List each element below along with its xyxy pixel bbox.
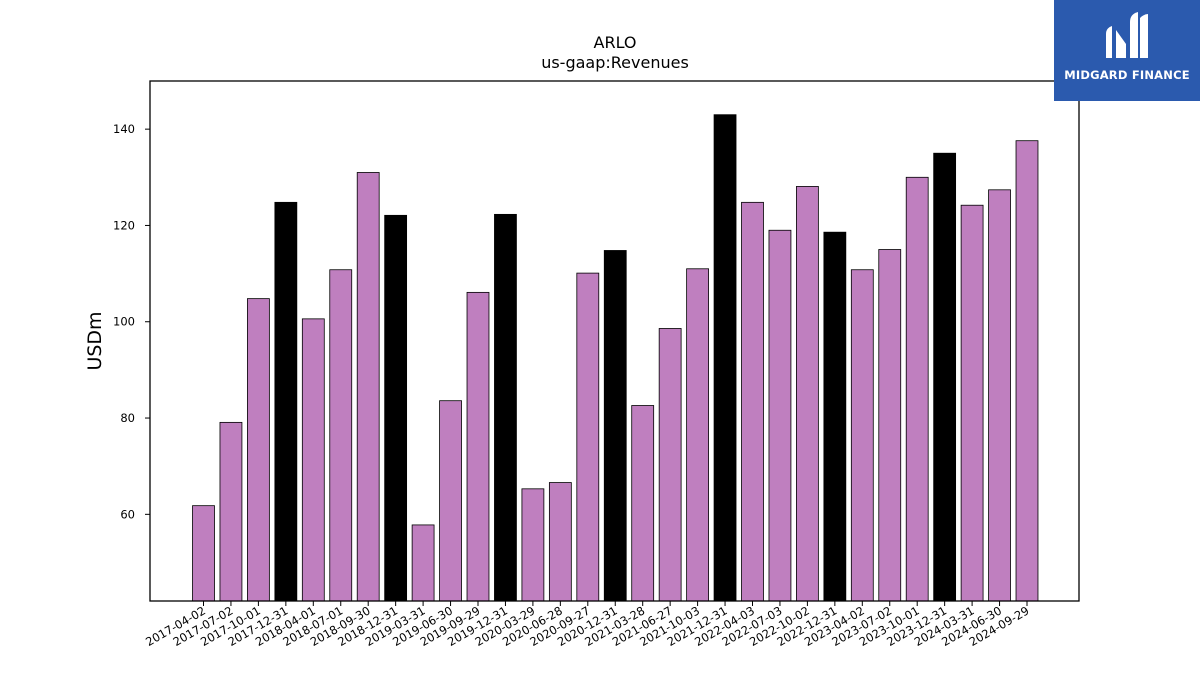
logo-text: MIDGARD FINANCE xyxy=(1064,68,1190,82)
chart-title: ARLO xyxy=(594,33,637,52)
bar-2019-03-31 xyxy=(411,524,435,602)
x-ticks-group: 2017-04-022017-07-022017-10-012017-12-31… xyxy=(143,601,1032,649)
y-axis-label: USDm xyxy=(84,311,106,370)
bar-2018-12-31 xyxy=(384,214,408,602)
bar-2023-12-31 xyxy=(933,152,957,602)
bar-2024-09-29 xyxy=(1015,140,1039,602)
bar-2023-04-02 xyxy=(850,269,874,602)
bar-2017-12-31 xyxy=(274,201,298,602)
bar-2023-07-02 xyxy=(878,249,902,602)
y-tick-label: 140 xyxy=(113,122,135,136)
chart-subtitle: us-gaap:Revenues xyxy=(541,53,689,72)
bar-2019-12-31 xyxy=(494,213,517,602)
bar-2019-06-30 xyxy=(439,400,462,602)
bar-2018-07-01 xyxy=(329,269,353,602)
bar-2022-10-02 xyxy=(796,186,819,602)
bar-2018-09-30 xyxy=(356,172,380,602)
bar-2017-04-02 xyxy=(192,505,215,602)
midgard-logo-icon xyxy=(1106,12,1148,58)
bar-2021-10-03 xyxy=(686,268,709,602)
bar-2024-03-31 xyxy=(960,204,984,602)
bar-2020-12-31 xyxy=(603,250,627,602)
midgard-finance-logo: MIDGARD FINANCE xyxy=(1054,0,1200,101)
y-tick-label: 80 xyxy=(120,411,135,425)
bar-2023-10-01 xyxy=(905,176,929,602)
bar-2021-12-31 xyxy=(713,114,737,602)
bar-2021-03-28 xyxy=(631,405,655,602)
bar-2021-06-27 xyxy=(658,328,682,602)
y-tick-label: 60 xyxy=(120,507,135,521)
bar-2017-07-02 xyxy=(219,421,243,602)
y-ticks-group: 60 80 100 120 140 xyxy=(113,122,150,521)
bar-2022-04-03 xyxy=(741,201,764,602)
bar-2020-03-29 xyxy=(521,488,545,602)
bar-2022-12-31 xyxy=(823,231,847,602)
bar-2024-06-30 xyxy=(988,189,1011,602)
bar-2020-09-27 xyxy=(576,272,600,602)
bar-2019-09-29 xyxy=(466,291,490,602)
bar-2018-04-01 xyxy=(301,318,325,602)
bar-2020-06-28 xyxy=(548,482,572,602)
bar-2017-10-01 xyxy=(247,298,270,602)
y-tick-label: 100 xyxy=(113,315,135,329)
bar-2022-07-03 xyxy=(768,229,792,602)
bars-group xyxy=(192,114,1039,602)
y-tick-label: 120 xyxy=(113,218,135,232)
plot-frame xyxy=(149,80,1080,602)
